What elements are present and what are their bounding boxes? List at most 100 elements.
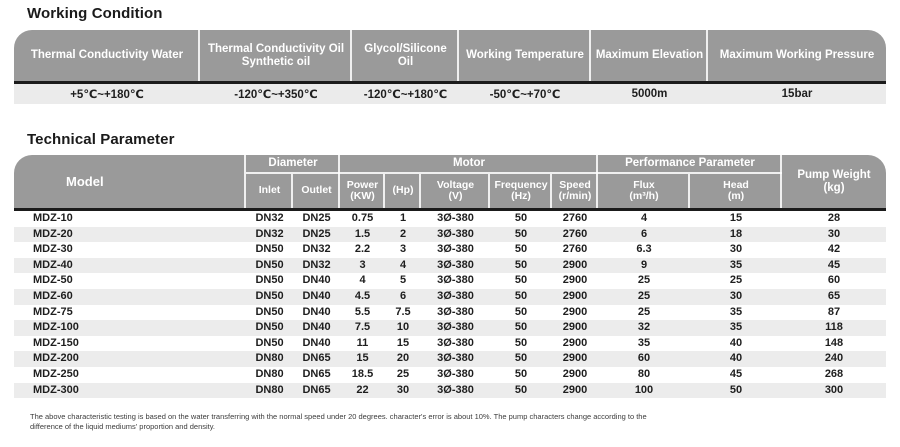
table-cell: 2900 (562, 321, 588, 334)
table-cell: 3Ø-380 (437, 305, 474, 318)
wc-value-cell: +5℃~+180℃ (70, 89, 144, 101)
table-cell: DN65 (302, 367, 331, 380)
tp-model-header: Model (66, 174, 104, 189)
table-cell: 2760 (562, 212, 588, 224)
table-cell: MDZ-20 (33, 227, 73, 240)
table-cell: 50 (514, 227, 528, 240)
table-cell: 35 (637, 336, 651, 349)
table-cell: 1.5 (354, 227, 371, 240)
table-row: MDZ-150 DN50 DN40 11 15 3Ø-380 50 2900 35 40 148 (14, 335, 886, 352)
wc-column-header: Glycol/Silicone Oil (352, 30, 459, 81)
table-cell: MDZ-60 (33, 289, 73, 302)
motor-subrow: Power (KW) (Hp) Voltage (V) Frequency (Hz) S… (340, 174, 598, 208)
table-row: MDZ-200 DN80 DN65 15 20 3Ø-380 50 2900 60 40 240 (14, 351, 886, 367)
table-cell: 2900 (562, 274, 588, 287)
table-cell: DN40 (302, 305, 331, 318)
table-cell: 3Ø-380 (437, 367, 474, 380)
table-cell: 3Ø-380 (437, 321, 474, 334)
table-row: MDZ-100 DN50 DN40 7.5 10 3Ø-380 50 2900 32 35 118 (14, 320, 886, 336)
table-row: MDZ-30 DN50 DN32 2.2 3 3Ø-380 50 2760 6.3 30 42 (14, 242, 886, 258)
table-cell: 50 (514, 336, 528, 349)
table-cell: 30 (827, 227, 841, 240)
table-cell: 50 (514, 212, 528, 224)
table-cell: DN25 (302, 212, 331, 224)
working-condition-table: Thermal Conductivity Water Thermal Conduc… (14, 30, 886, 104)
table-cell: MDZ-150 (33, 336, 79, 349)
table-cell: DN40 (302, 274, 331, 287)
motor-group: Motor Power (KW) (Hp) Voltage (V) Frequency… (340, 155, 598, 208)
table-cell: DN65 (302, 383, 331, 396)
table-cell: DN25 (302, 227, 331, 240)
table-cell: DN50 (255, 258, 284, 271)
table-cell: 25 (637, 305, 651, 318)
table-cell: 60 (827, 274, 841, 287)
table-row: MDZ-40 DN50 DN32 3 4 3Ø-380 50 2900 9 35 45 (14, 257, 886, 274)
wc-values-row: +5℃~+180℃ -120℃~+350℃ -120℃~+180℃ -50℃~+70℃… (14, 84, 886, 104)
tp-subcolumn-header: (Hp) (385, 174, 421, 208)
tp-body: MDZ-10 DN32 DN25 0.75 1 3Ø-380 50 2760 4 15 28 MDZ-… (14, 211, 886, 399)
wc-column-header: Thermal Conductivity Water (30, 49, 184, 61)
table-cell: 3Ø-380 (437, 243, 474, 256)
table-cell: 148 (824, 336, 844, 349)
table-cell: 50 (514, 243, 528, 256)
table-cell: 4 (399, 258, 407, 271)
wc-column-header: Maximum Elevation (591, 30, 708, 81)
tp-subcolumn-header: Power (KW) (346, 178, 379, 202)
table-cell: 15 (396, 336, 410, 349)
table-cell: 2 (399, 227, 407, 240)
table-cell: 2900 (562, 383, 588, 396)
table-cell: 25 (396, 367, 410, 380)
table-cell: 2900 (562, 336, 588, 349)
table-cell: DN50 (255, 321, 284, 334)
tp-subcolumn-header: Head (m) (690, 174, 782, 208)
wc-value-cell: -120℃~+180℃ (363, 89, 448, 101)
table-cell: 50 (514, 258, 528, 271)
diameter-subrow: Inlet Outlet (246, 174, 340, 208)
table-cell: 50 (514, 367, 528, 380)
tp-subcolumn-header: Outlet (293, 174, 340, 208)
technical-parameter-table: Model Diameter Inlet Outlet Motor Power (… (14, 155, 886, 399)
wc-column-header: Maximum Working Pressure (708, 30, 886, 81)
tp-subcolumn-header: Inlet (258, 184, 281, 197)
table-cell: 2900 (562, 305, 588, 318)
table-cell: 6 (640, 227, 648, 240)
table-row: MDZ-10 DN32 DN25 0.75 1 3Ø-380 50 2760 4 15 28 (14, 211, 886, 227)
table-cell: 6 (399, 289, 407, 302)
table-cell: 2900 (562, 352, 588, 365)
table-cell: DN32 (302, 243, 331, 256)
table-cell: 2760 (562, 227, 588, 240)
technical-parameter-title: Technical Parameter (27, 131, 175, 148)
table-cell: 11 (356, 336, 369, 349)
tp-subcolumn-header: Frequency (Hz) (490, 174, 552, 208)
table-cell: DN50 (255, 274, 284, 287)
tp-header: Model Diameter Inlet Outlet Motor Power (… (14, 155, 886, 208)
table-cell: MDZ-75 (33, 305, 73, 318)
table-cell: 240 (824, 352, 844, 365)
table-cell: 15 (729, 212, 743, 224)
table-cell: DN65 (302, 352, 331, 365)
table-cell: MDZ-50 (33, 274, 73, 287)
table-cell: 32 (637, 321, 651, 334)
table-row: MDZ-20 DN32 DN25 1.5 2 3Ø-380 50 2760 6 18 30 (14, 226, 886, 243)
table-cell: 3Ø-380 (437, 289, 474, 302)
wc-column-header: Thermal Conductivity Oil Synthetic oil (200, 30, 352, 81)
table-cell: 50 (514, 352, 528, 365)
table-cell: 45 (827, 258, 841, 271)
table-cell: MDZ-40 (33, 258, 73, 271)
pump-weight-header: Pump Weight (kg) (782, 155, 886, 208)
table-cell: 3 (359, 258, 366, 271)
table-cell: 5 (399, 274, 407, 287)
table-row: MDZ-60 DN50 DN40 4.5 6 3Ø-380 50 2900 25 30 65 (14, 288, 886, 305)
table-cell: MDZ-30 (33, 243, 73, 256)
table-cell: DN80 (255, 383, 284, 396)
table-cell: 50 (514, 289, 528, 302)
table-cell: DN32 (302, 258, 331, 271)
table-cell: 4.5 (354, 289, 371, 302)
table-cell: 5.5 (354, 305, 371, 318)
wc-value-cell: 15bar (781, 88, 813, 100)
table-row: MDZ-250 DN80 DN65 18.5 25 3Ø-380 50 2900 80 45 268 (14, 366, 886, 383)
table-cell: 42 (827, 243, 841, 256)
wc-value-cell: -50℃~+70℃ (489, 89, 561, 101)
table-cell: 0.75 (351, 212, 374, 224)
table-cell: 50 (514, 383, 528, 396)
